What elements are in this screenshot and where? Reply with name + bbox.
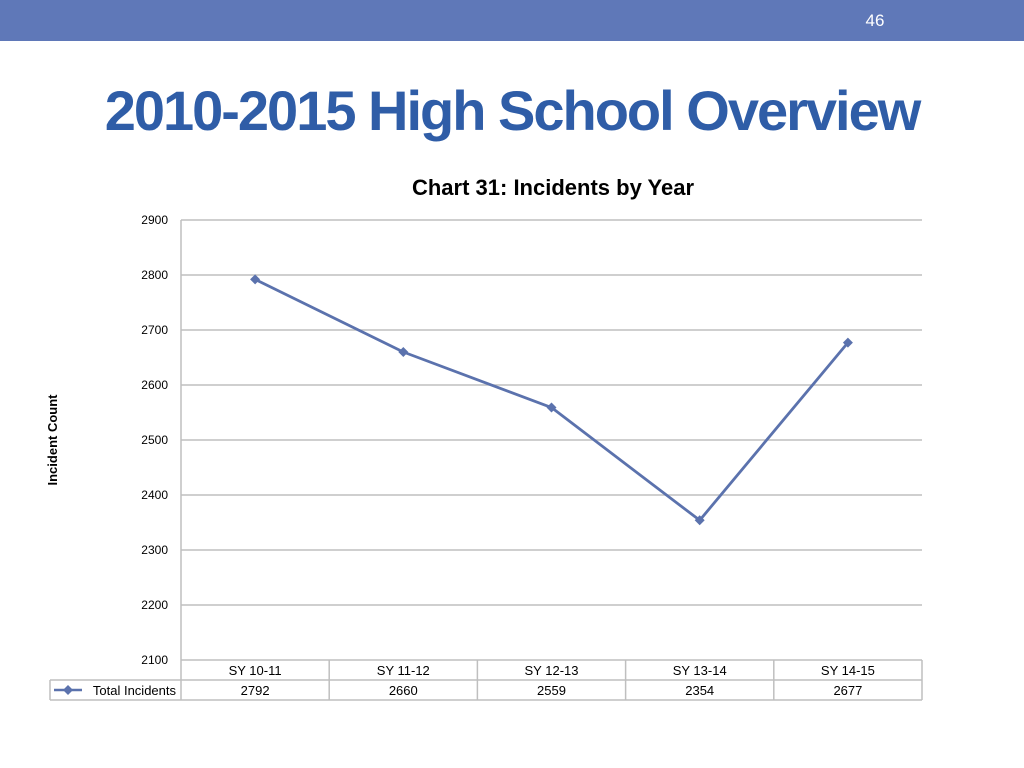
x-category-label: SY 14-15 [821, 663, 875, 678]
data-point-marker [694, 515, 705, 526]
y-axis-label: Incident Count [45, 394, 60, 486]
data-table-value: 2677 [833, 683, 862, 698]
legend-label: Total Incidents [93, 683, 177, 698]
page-number: 46 [865, 11, 885, 30]
x-category-label: SY 11-12 [377, 663, 430, 678]
y-tick-label: 2400 [141, 488, 168, 502]
y-tick-label: 2700 [141, 323, 168, 337]
y-tick-label: 2900 [141, 213, 168, 227]
data-point-marker [250, 274, 261, 285]
data-point-marker [842, 337, 853, 348]
y-tick-label: 2600 [141, 378, 168, 392]
top-bar [0, 0, 1024, 41]
y-tick-label: 2200 [141, 598, 168, 612]
data-table-value: 2354 [685, 683, 714, 698]
y-tick-label: 2300 [141, 543, 168, 557]
y-tick-label: 2500 [141, 433, 168, 447]
slide-title: 2010-2015 High School Overview [104, 79, 922, 142]
y-tick-label: 2100 [141, 653, 168, 667]
data-table-value: 2660 [389, 683, 418, 698]
data-table-value: 2792 [241, 683, 270, 698]
data-point-marker [398, 347, 409, 357]
x-category-label: SY 12-13 [525, 663, 579, 678]
chart-title: Chart 31: Incidents by Year [412, 175, 694, 200]
x-category-label: SY 13-14 [673, 663, 727, 678]
data-table-value: 2559 [537, 683, 566, 698]
data-point-marker [546, 402, 557, 413]
series-line [254, 278, 849, 522]
x-category-label: SY 10-11 [229, 663, 282, 678]
legend-marker [63, 685, 73, 695]
y-tick-label: 2800 [141, 268, 168, 282]
